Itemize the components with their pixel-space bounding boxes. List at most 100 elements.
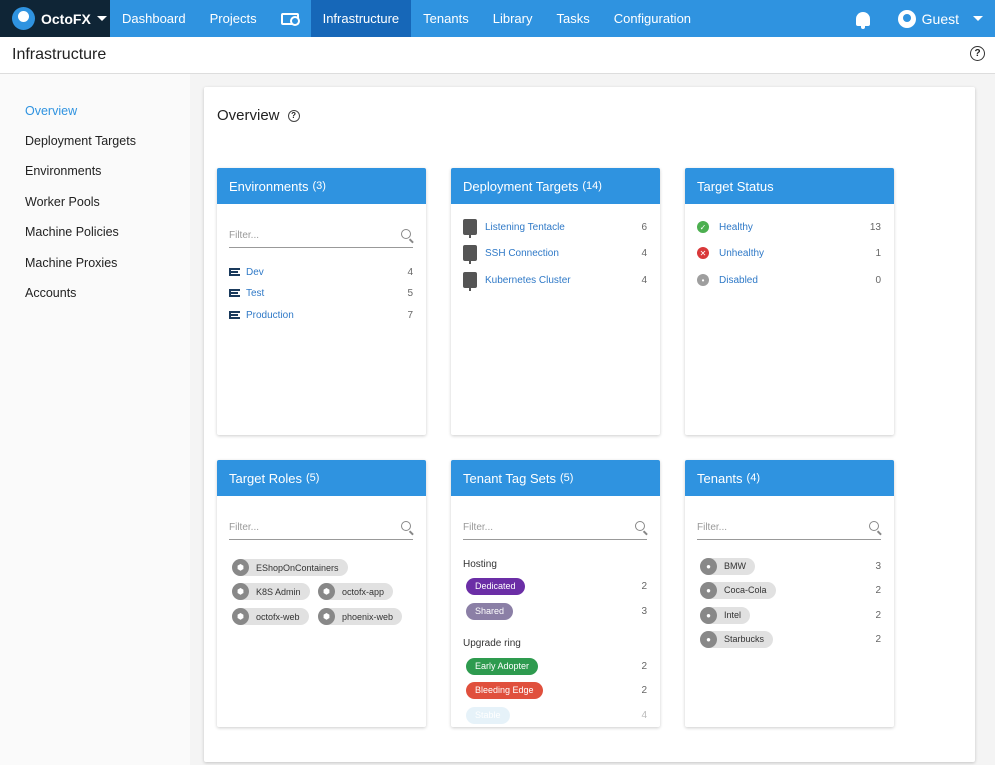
nav-library[interactable]: Library (492, 11, 533, 26)
role-name: phoenix-web (342, 611, 394, 622)
sidebar-item-accounts[interactable]: Accounts (25, 286, 77, 300)
status-row[interactable]: • Disabled 0 (697, 271, 881, 289)
tenant-row[interactable]: ● BMW 3 (700, 557, 881, 575)
tag-row[interactable]: Early Adopter 2 (466, 657, 647, 675)
role-chip[interactable]: ⬢ octofx-app (318, 581, 394, 600)
tag-sets-filter-input[interactable]: Filter... (463, 518, 647, 540)
sidebar-item-deployment-targets[interactable]: Deployment Targets (25, 134, 136, 148)
role-chip[interactable]: ⬢ K8S Admin (232, 581, 310, 600)
environment-row[interactable]: Production 7 (229, 306, 413, 324)
status-name[interactable]: Unhealthy (719, 247, 765, 259)
tenant-chip[interactable]: ● Coca-Cola (700, 581, 776, 599)
target-name[interactable]: Listening Tentacle (485, 221, 565, 233)
deployment-targets-card: Deployment Targets (14) Listening Tentacl… (451, 168, 660, 435)
tenant-count: 2 (875, 584, 881, 596)
top-nav: OctoFX Dashboard Projects Infrastructure… (0, 0, 995, 37)
sidebar-item-overview[interactable]: Overview (25, 104, 78, 118)
environment-name[interactable]: Test (246, 287, 265, 299)
target-status-card: Target Status ✓ Healthy 13 ✕ Unhealthy 1 • Di… (685, 168, 894, 435)
tenant-name: BMW (724, 561, 746, 571)
target-roles-filter-input[interactable]: Filter... (229, 518, 413, 540)
environment-count: 5 (407, 287, 413, 299)
role-chip[interactable]: ⬢ octofx-web (232, 606, 309, 625)
brand-switcher[interactable]: OctoFX (0, 0, 110, 37)
status-count: 0 (875, 274, 881, 286)
tenant-chip[interactable]: ● Starbucks (700, 630, 774, 648)
tenant-chip[interactable]: ● BMW (700, 557, 755, 575)
role-name: octofx-web (256, 611, 300, 622)
target-roles-card-header[interactable]: Target Roles (5) (217, 460, 426, 496)
search-icon (401, 229, 411, 239)
tag-chip[interactable]: Dedicated (466, 577, 525, 595)
tenant-row[interactable]: ● Intel 2 (700, 606, 881, 624)
tag-set-name: Upgrade ring (463, 638, 521, 649)
role-name: octofx-app (342, 586, 385, 597)
target-row[interactable]: SSH Connection 4 (463, 244, 647, 264)
environments-filter-input[interactable]: Filter... (229, 226, 413, 248)
nav-search[interactable] (269, 0, 311, 37)
tenant-chip[interactable]: ● Intel (700, 606, 751, 624)
sidebar-item-environments[interactable]: Environments (25, 164, 102, 178)
user-avatar-icon[interactable] (897, 9, 916, 28)
environments-card-header[interactable]: Environments (3) (217, 168, 426, 204)
nav-dashboard[interactable]: Dashboard (122, 11, 186, 26)
status-name[interactable]: Disabled (719, 274, 758, 286)
page-title: Infrastructure (12, 46, 107, 63)
card-title: Environments (229, 178, 309, 194)
nav-projects[interactable]: Projects (209, 11, 257, 26)
target-status-card-header[interactable]: Target Status (685, 168, 894, 204)
role-chip[interactable]: ⬢ phoenix-web (318, 606, 403, 625)
deployment-targets-card-header[interactable]: Deployment Targets (14) (451, 168, 660, 204)
help-icon[interactable]: ? (287, 109, 300, 122)
tag-row[interactable]: Dedicated 2 (466, 577, 647, 595)
ssh-connection-icon (463, 245, 477, 264)
environment-icon (229, 289, 240, 297)
nav-tenants[interactable]: Tenants (423, 11, 469, 26)
tag-row[interactable]: Shared 3 (466, 602, 647, 620)
tag-chip[interactable]: Stable (466, 706, 510, 724)
environment-row[interactable]: Test 5 (229, 284, 413, 302)
environment-row[interactable]: Dev 4 (229, 263, 413, 281)
tag-count: 2 (641, 684, 647, 696)
search-icon (635, 521, 645, 531)
bell-icon[interactable] (855, 11, 870, 29)
target-row[interactable]: Listening Tentacle 6 (463, 218, 647, 238)
target-count: 6 (641, 221, 647, 233)
status-row[interactable]: ✓ Healthy 13 (697, 218, 881, 236)
target-row[interactable]: Kubernetes Cluster 4 (463, 271, 647, 291)
tenant-tag-sets-card-header[interactable]: Tenant Tag Sets (5) (451, 460, 660, 496)
tenant-row[interactable]: ● Starbucks 2 (700, 630, 881, 648)
environment-icon (229, 268, 240, 276)
tag-row[interactable]: Bleeding Edge 2 (466, 681, 647, 699)
sidebar-item-machine-proxies[interactable]: Machine Proxies (25, 256, 118, 270)
card-title: Target Status (697, 178, 774, 194)
user-name[interactable]: Guest (921, 10, 959, 27)
tag-icon: ⬢ (232, 559, 249, 576)
healthy-check-icon: ✓ (697, 221, 709, 233)
target-name[interactable]: Kubernetes Cluster (485, 274, 571, 286)
status-name[interactable]: Healthy (719, 221, 753, 233)
user-menu-chevron-icon[interactable] (973, 16, 983, 21)
nav-tasks[interactable]: Tasks (556, 11, 590, 26)
tag-chip[interactable]: Bleeding Edge (466, 681, 543, 699)
tenants-filter-input[interactable]: Filter... (697, 518, 881, 540)
tag-chip[interactable]: Shared (466, 602, 514, 620)
status-row[interactable]: ✕ Unhealthy 1 (697, 244, 881, 262)
card-title: Tenant Tag Sets (463, 470, 556, 486)
tenant-row[interactable]: ● Coca-Cola 2 (700, 581, 881, 599)
environment-name[interactable]: Production (246, 309, 294, 321)
role-name: K8S Admin (256, 586, 301, 597)
environment-name[interactable]: Dev (246, 266, 264, 278)
overview-heading: Overview? (217, 107, 300, 124)
sidebar-item-worker-pools[interactable]: Worker Pools (25, 195, 100, 209)
target-count: 4 (641, 247, 647, 259)
sidebar-item-machine-policies[interactable]: Machine Policies (25, 225, 119, 239)
nav-configuration[interactable]: Configuration (613, 11, 692, 26)
nav-infrastructure[interactable]: Infrastructure (310, 0, 412, 37)
role-chip[interactable]: ⬢ EShopOnContainers (232, 557, 348, 576)
tag-row[interactable]: Stable 4 (466, 706, 647, 724)
help-icon[interactable]: ? (970, 46, 985, 61)
target-name[interactable]: SSH Connection (485, 247, 559, 259)
tag-chip[interactable]: Early Adopter (466, 657, 539, 675)
tenants-card-header[interactable]: Tenants (4) (685, 460, 894, 496)
